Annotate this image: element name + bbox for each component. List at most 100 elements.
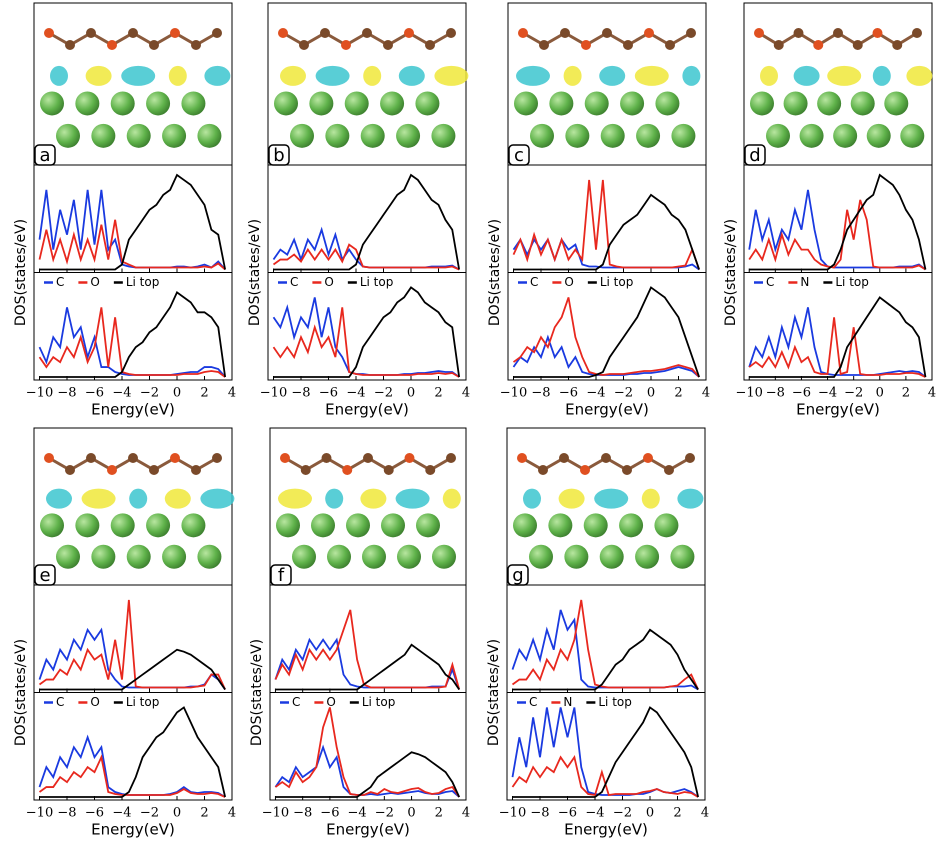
li-atom: [56, 123, 80, 148]
molecule-atom: [383, 465, 394, 475]
y-axis-label: DOS(states/eV): [13, 639, 29, 746]
x-tick-label: −4: [112, 386, 131, 401]
x-tick-label: 2: [674, 386, 682, 401]
li-atom: [309, 91, 334, 116]
li-atom: [325, 123, 350, 148]
li-atom: [126, 544, 151, 569]
li-atom: [431, 123, 456, 148]
legend-label: O: [90, 275, 99, 289]
x-tick-label: −8: [57, 806, 76, 821]
x-tick-label: 2: [200, 386, 208, 401]
li-atom: [565, 123, 590, 148]
x-tick-label: −10: [499, 806, 526, 821]
plot-frame: [267, 272, 467, 381]
li-atom: [670, 544, 695, 569]
molecule-atom: [404, 453, 415, 463]
charge-blob: [677, 488, 704, 509]
dos-line: [749, 296, 927, 378]
dos-line: [38, 599, 226, 690]
x-tick-label: −2: [374, 386, 393, 401]
x-tick-label: −10: [500, 386, 527, 401]
molecule-atom: [280, 453, 290, 463]
charge-blob: [121, 65, 156, 86]
legend-label: Li top: [600, 275, 634, 289]
legend-label: Li top: [835, 275, 869, 289]
x-tick-label: −10: [262, 806, 289, 821]
plot-frame: [267, 164, 467, 273]
panel-label: f: [278, 565, 285, 586]
molecule-atom: [170, 28, 180, 38]
dos-line: [272, 243, 460, 271]
x-tick-label: 4: [928, 386, 936, 401]
panel-label: d: [749, 145, 760, 166]
dos-line: [273, 286, 461, 378]
x-tick-label: 4: [462, 386, 470, 401]
molecule-atom: [852, 40, 863, 50]
molecule-atom: [833, 28, 843, 38]
li-atom: [654, 513, 679, 538]
x-tick-label: 2: [435, 806, 443, 821]
dos-line: [512, 179, 700, 270]
li-atom: [311, 513, 335, 538]
x-tick-label: −6: [85, 386, 104, 401]
legend-label: N: [563, 695, 572, 709]
legend-label: C: [292, 695, 300, 709]
y-axis-label: DOS(states/eV): [13, 219, 29, 326]
charge-blob: [315, 65, 350, 86]
x-tick-label: 2: [200, 806, 208, 821]
legend-label: O: [90, 695, 99, 709]
x-tick-label: 0: [407, 806, 415, 821]
li-atom: [327, 544, 351, 569]
x-tick-label: 0: [407, 386, 415, 401]
charge-blob: [523, 488, 541, 509]
charge-blob: [398, 65, 425, 86]
x-tick-label: 2: [434, 386, 442, 401]
molecule-atom: [425, 40, 435, 50]
molecule-atom: [643, 453, 653, 463]
molecule-atom: [622, 465, 632, 475]
x-tick-label: −10: [26, 806, 53, 821]
dos-line: [748, 199, 926, 271]
molecule-atom: [170, 453, 180, 463]
charge-blob: [129, 488, 148, 509]
molecule-atom: [342, 465, 353, 475]
li-atom: [346, 513, 370, 538]
molecule-atom: [872, 28, 883, 38]
li-atom: [513, 513, 537, 538]
molecule-atom: [149, 40, 159, 50]
li-atom: [529, 544, 553, 569]
molecule-atom: [128, 453, 138, 463]
charge-blob: [599, 65, 626, 86]
dos-line: [275, 643, 460, 691]
dos-line: [39, 291, 227, 378]
li-atom: [396, 123, 421, 148]
charge-blob: [280, 65, 306, 86]
legend-label: O: [564, 275, 573, 289]
x-tick-label: −8: [766, 386, 785, 401]
charge-blob: [563, 65, 582, 86]
dos-line: [38, 754, 226, 798]
li-atom: [40, 91, 64, 116]
li-atom: [397, 544, 421, 569]
molecule-atom: [149, 465, 159, 475]
legend-label: O: [324, 275, 333, 289]
molecule-atom: [518, 28, 528, 38]
molecule-atom: [212, 28, 222, 38]
charge-blob: [395, 488, 430, 509]
li-atom: [380, 91, 405, 116]
charge-blob: [168, 65, 187, 86]
molecule-atom: [581, 40, 591, 50]
x-tick-label: −6: [85, 806, 104, 821]
plot-frame: [506, 584, 706, 693]
li-atom: [671, 123, 696, 148]
li-atom: [530, 123, 554, 148]
molecule-atom: [517, 453, 527, 463]
y-axis-label: DOS(states/eV): [487, 219, 503, 326]
molecule-atom: [300, 465, 311, 475]
li-atom: [197, 544, 222, 569]
panel-label: b: [273, 145, 284, 166]
li-atom: [655, 91, 680, 116]
plot-frame: [269, 692, 467, 801]
dos-line: [512, 706, 700, 798]
